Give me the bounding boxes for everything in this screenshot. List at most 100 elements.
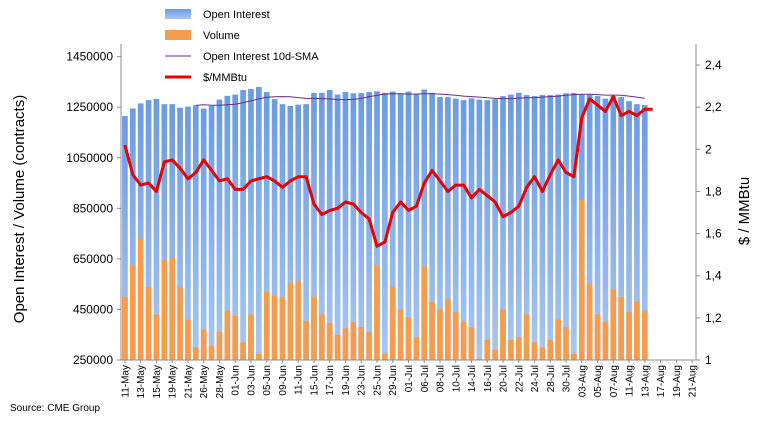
- x-tick-label: 19-Aug: [672, 365, 683, 397]
- volume-bar: [185, 319, 191, 360]
- volume-bar: [405, 317, 412, 360]
- open-interest-bar: [208, 105, 215, 360]
- open-interest-bar: [334, 94, 341, 360]
- x-tick-label: 21-Aug: [688, 365, 699, 397]
- open-interest-bar: [256, 86, 262, 360]
- open-interest-bar: [200, 108, 207, 361]
- open-interest-bar: [500, 96, 506, 361]
- volume-bar: [523, 314, 530, 360]
- volume-bar: [539, 347, 546, 360]
- y2-tick-label: 1,4: [705, 269, 722, 283]
- legend-swatch-open-interest: [165, 9, 191, 19]
- y-tick-label: 1250000: [66, 100, 113, 114]
- x-tick-label: 09-Jun: [278, 365, 289, 396]
- open-interest-bar: [122, 116, 128, 360]
- x-tick-label: 03-Aug: [577, 365, 588, 397]
- y2-tick-label: 1,8: [705, 184, 722, 198]
- volume-bar: [476, 358, 483, 360]
- volume-bar: [177, 286, 183, 360]
- volume-bar: [492, 349, 498, 360]
- volume-bar: [610, 289, 617, 360]
- open-interest-bar: [460, 100, 467, 361]
- open-interest-bar: [397, 93, 404, 360]
- volume-bar: [334, 334, 341, 360]
- x-tick-label: 30-Jul: [562, 365, 573, 392]
- volume-bar: [303, 320, 309, 360]
- volume-bar: [555, 319, 561, 360]
- volume-bars: [122, 199, 648, 360]
- open-interest-bar: [523, 95, 530, 360]
- open-interest-bar: [177, 107, 183, 360]
- open-interest-bar: [216, 99, 223, 360]
- open-interest-bar: [421, 89, 428, 360]
- x-tick-label: 23-Jun: [357, 365, 368, 396]
- open-interest-bar: [508, 94, 514, 360]
- x-tick-label: 05-Aug: [593, 365, 604, 397]
- volume-bar: [208, 346, 215, 360]
- open-interest-bar: [145, 100, 152, 361]
- open-interest-bar: [468, 98, 475, 361]
- open-interest-bar: [555, 94, 561, 360]
- volume-bar: [515, 337, 522, 360]
- volume-bar: [571, 353, 577, 360]
- open-interest-bar: [389, 91, 396, 360]
- volume-bar: [445, 299, 451, 360]
- legend: Open Interest Volume Open Interest 10d-SMA…: [165, 9, 319, 84]
- volume-bar: [389, 286, 396, 360]
- y2-axis-title: $ / MMBtu: [736, 177, 753, 245]
- x-tick-label: 11-Jun: [294, 365, 305, 395]
- open-interest-bar: [382, 92, 388, 360]
- x-tick-label: 24-Jul: [530, 365, 541, 392]
- volume-bar: [279, 296, 286, 360]
- open-interest-bar: [271, 99, 278, 360]
- x-tick-label: 19-Jun: [341, 365, 352, 396]
- open-interest-bar: [539, 95, 546, 360]
- open-interest-bar: [161, 104, 168, 360]
- line-series: [123, 93, 653, 248]
- open-interest-bar: [366, 92, 372, 361]
- volume-bar: [161, 260, 168, 360]
- sma-line: [195, 93, 645, 106]
- volume-bar: [618, 296, 625, 360]
- legend-label: Volume: [203, 30, 240, 42]
- volume-bar: [319, 314, 325, 360]
- volume-bar: [216, 332, 223, 360]
- price-line: [123, 95, 653, 248]
- y-tick-label: 850000: [73, 201, 113, 215]
- volume-bar: [122, 296, 128, 360]
- axes: 250000 450000 650000 850000 1050000 1250000 14…: [66, 44, 722, 398]
- open-interest-bar: [129, 108, 136, 361]
- open-interest-bars: [122, 86, 648, 361]
- volume-bar: [531, 342, 538, 360]
- open-interest-bar: [326, 90, 333, 361]
- volume-bar: [429, 301, 435, 360]
- x-tick-label: 08-Jul: [436, 365, 447, 392]
- x-tick-label: 28-May: [215, 365, 226, 398]
- volume-bar: [271, 295, 278, 360]
- y2-tick-label: 1,2: [705, 311, 722, 325]
- volume-bar: [240, 342, 246, 360]
- volume-bar: [460, 322, 467, 360]
- y2-tick-label: 1: [705, 353, 712, 367]
- x-tick-label: 15-May: [152, 365, 163, 398]
- x-tick-label: 17-Aug: [656, 365, 667, 397]
- volume-bar: [256, 353, 262, 360]
- open-interest-bar: [641, 105, 648, 360]
- volume-bar: [366, 332, 372, 360]
- volume-bar: [641, 310, 648, 360]
- y2-tick-label: 2,2: [705, 100, 722, 114]
- open-interest-bar: [169, 104, 176, 360]
- open-interest-bar: [311, 93, 317, 360]
- open-interest-bar: [429, 92, 435, 360]
- open-interest-bar: [618, 97, 625, 360]
- open-interest-bar: [342, 92, 349, 361]
- open-interest-bar: [350, 93, 357, 361]
- volume-bar: [508, 339, 514, 360]
- volume-bar: [192, 347, 199, 360]
- open-interest-bar: [586, 94, 593, 360]
- x-tick-label: 11-May: [120, 365, 131, 398]
- open-interest-bar: [413, 93, 420, 360]
- volume-bar: [578, 199, 585, 360]
- open-interest-bar: [358, 93, 365, 360]
- y2-tick-label: 2: [705, 142, 712, 156]
